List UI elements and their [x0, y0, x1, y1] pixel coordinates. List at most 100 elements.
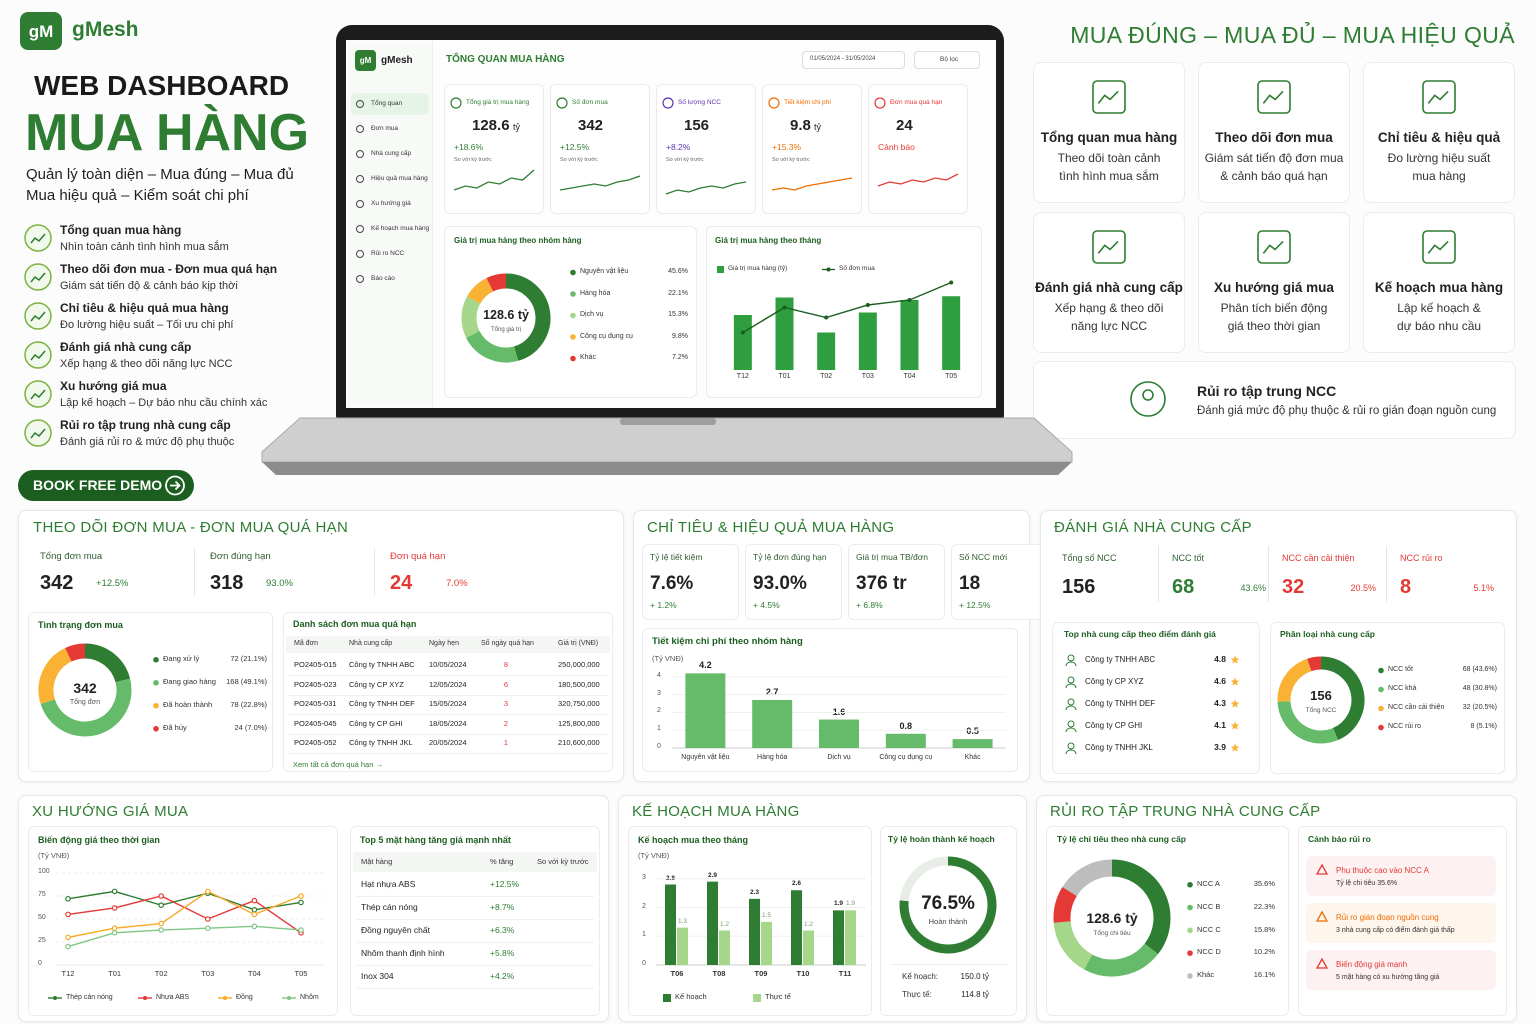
stat-value: 318: [210, 572, 244, 594]
legend-value: 68 (43.6%): [1462, 666, 1497, 673]
row-divider: [288, 694, 608, 696]
cell: +4.2%: [490, 971, 515, 981]
supplier-name: Công ty TNHH ABC: [1085, 655, 1156, 664]
card-title: Danh sách đơn mua quá hạn: [293, 619, 417, 629]
legend-label: Đang xử lý: [163, 654, 200, 663]
supplier-score: 4.8: [1214, 654, 1226, 664]
hero-kicker: WEB DASHBOARD: [34, 70, 290, 101]
legend-label: Giá trị mua hàng (tỷ): [728, 265, 788, 272]
data-label: 1.2: [803, 920, 814, 928]
y-tick-label: 1: [642, 931, 646, 939]
table-header: [286, 636, 610, 653]
filter-label: Bộ lọc: [940, 56, 959, 63]
row-divider: [356, 896, 594, 897]
menu-item[interactable]: Nhà cung cấp: [371, 150, 412, 157]
legend-label: Nhựa ABS: [156, 994, 190, 1001]
card-title: Đánh giá nhà cung cấp: [1035, 280, 1183, 295]
feature-title: Theo dõi đơn mua - Đơn mua quá hạn: [60, 262, 278, 276]
stat-label: Tổng đơn mua: [40, 551, 103, 562]
stat-pct: 7.0%: [446, 578, 468, 589]
cell: 180,500,000: [558, 679, 600, 689]
feature-icon: [30, 272, 46, 283]
cell: PO2405-015: [294, 660, 337, 669]
x-tick-label: T03: [201, 969, 215, 978]
summary-label: Thực tế:: [902, 990, 932, 999]
kpi-change: +12.5%: [560, 142, 590, 152]
row-divider: [288, 753, 608, 754]
menu-item[interactable]: Rủi ro NCC: [371, 250, 405, 257]
y-tick-label: 0: [657, 743, 661, 750]
card: [28, 612, 273, 772]
feature-icon: [30, 389, 46, 400]
feature-title: Đánh giá nhà cung cấp: [60, 340, 192, 354]
menu-item[interactable]: Kế hoạch mua hàng: [371, 225, 430, 232]
summary-value: 150.0 tỷ: [960, 972, 989, 981]
legend-value: 15.3%: [668, 311, 688, 318]
screen-brand: gMesh: [381, 55, 413, 66]
cell: 20/05/2024: [429, 738, 467, 747]
stat-pct: 43.6%: [1240, 583, 1266, 593]
feature-title: Rủi ro tập trung nhà cung cấp: [60, 418, 231, 432]
x-tick-label: T01: [108, 969, 122, 978]
divider: [1268, 546, 1269, 602]
legend-label: Công cụ dụng cụ: [580, 332, 633, 340]
column-header: So với kỳ trước: [537, 857, 589, 866]
alert-title: Rủi ro gián đoạn nguồn cung: [1336, 913, 1439, 922]
menu-item[interactable]: Hiệu quả mua hàng: [371, 175, 428, 182]
legend-label: NCC rủi ro: [1388, 723, 1422, 730]
stat-label: NCC rủi ro: [1400, 553, 1443, 563]
cell: 8: [503, 660, 509, 669]
row-divider: [288, 733, 608, 735]
hero-title: MUA HÀNG: [25, 104, 310, 162]
card: [1270, 622, 1505, 774]
menu-item[interactable]: Xu hướng giá: [371, 200, 411, 207]
cell: Inox 304: [361, 971, 394, 981]
gauge-value: 76.5%: [921, 893, 975, 914]
legend-label: Hàng hóa: [580, 289, 611, 297]
menu-item[interactable]: Báo cáo: [371, 275, 395, 282]
alert-desc: 3 nhà cung cấp có điểm đánh giá thấp: [1336, 927, 1455, 934]
cell: 12/05/2024: [429, 679, 467, 689]
card-title: Cảnh báo rủi ro: [1308, 834, 1371, 844]
cell: PO2405-045: [294, 718, 337, 728]
kpi-value: 24: [896, 117, 913, 134]
card: [642, 544, 739, 620]
donut-total: 156: [1310, 688, 1332, 703]
alert-title: Biến động giá mạnh: [1336, 960, 1408, 969]
alert-desc: 5 mặt hàng có xu hướng tăng giá: [1336, 974, 1440, 981]
legend-value: 168 (49.1%): [226, 677, 267, 686]
card-title: Kế hoạch mua hàng: [1374, 280, 1504, 295]
supplier-name: Công ty TNHH JKL: [1085, 743, 1153, 752]
kpi-value: 9.8: [790, 117, 811, 134]
screen-logo: [355, 50, 376, 71]
divider: [1386, 546, 1387, 602]
cta-button[interactable]: [18, 470, 194, 501]
menu-item[interactable]: Đơn mua: [371, 125, 399, 132]
screen-title: TỔNG QUAN MUA HÀNG: [446, 54, 565, 65]
card: [745, 544, 842, 620]
alert-title: Phụ thuộc cao vào NCC A: [1336, 866, 1429, 875]
legend-label: Khác: [580, 354, 596, 361]
stat-label: Đơn đúng hạn: [210, 551, 271, 562]
date-picker[interactable]: [802, 51, 905, 69]
card-title: Top nhà cung cấp theo điểm đánh giá: [1064, 629, 1216, 639]
stat-change: + 12.5%: [959, 600, 991, 610]
data-label: 1.9: [833, 900, 844, 908]
column-header: % tăng: [490, 857, 514, 866]
menu-active: [351, 93, 429, 115]
divider: [374, 548, 375, 596]
view-all-link[interactable]: Xem tất cả đơn quá hạn →: [293, 760, 383, 769]
stat-pct: 93.0%: [266, 578, 293, 589]
card-desc: mua hàng: [1412, 169, 1466, 183]
filter-button[interactable]: [914, 51, 980, 69]
stat-label: NCC cần cải thiện: [1282, 553, 1355, 563]
stat-value: 376 tr: [856, 573, 907, 594]
data-label: 2.6: [791, 880, 802, 888]
x-tick-label: Nguyên vật liệu: [681, 754, 730, 761]
menu-item[interactable]: Tổng quan: [371, 100, 403, 107]
card-desc: Theo dõi toàn cảnh: [1057, 151, 1161, 165]
x-tick-label: T05: [945, 373, 958, 380]
row-divider: [356, 919, 594, 920]
y-tick-label: 3: [642, 873, 646, 881]
y-tick-label: 0: [38, 960, 42, 967]
